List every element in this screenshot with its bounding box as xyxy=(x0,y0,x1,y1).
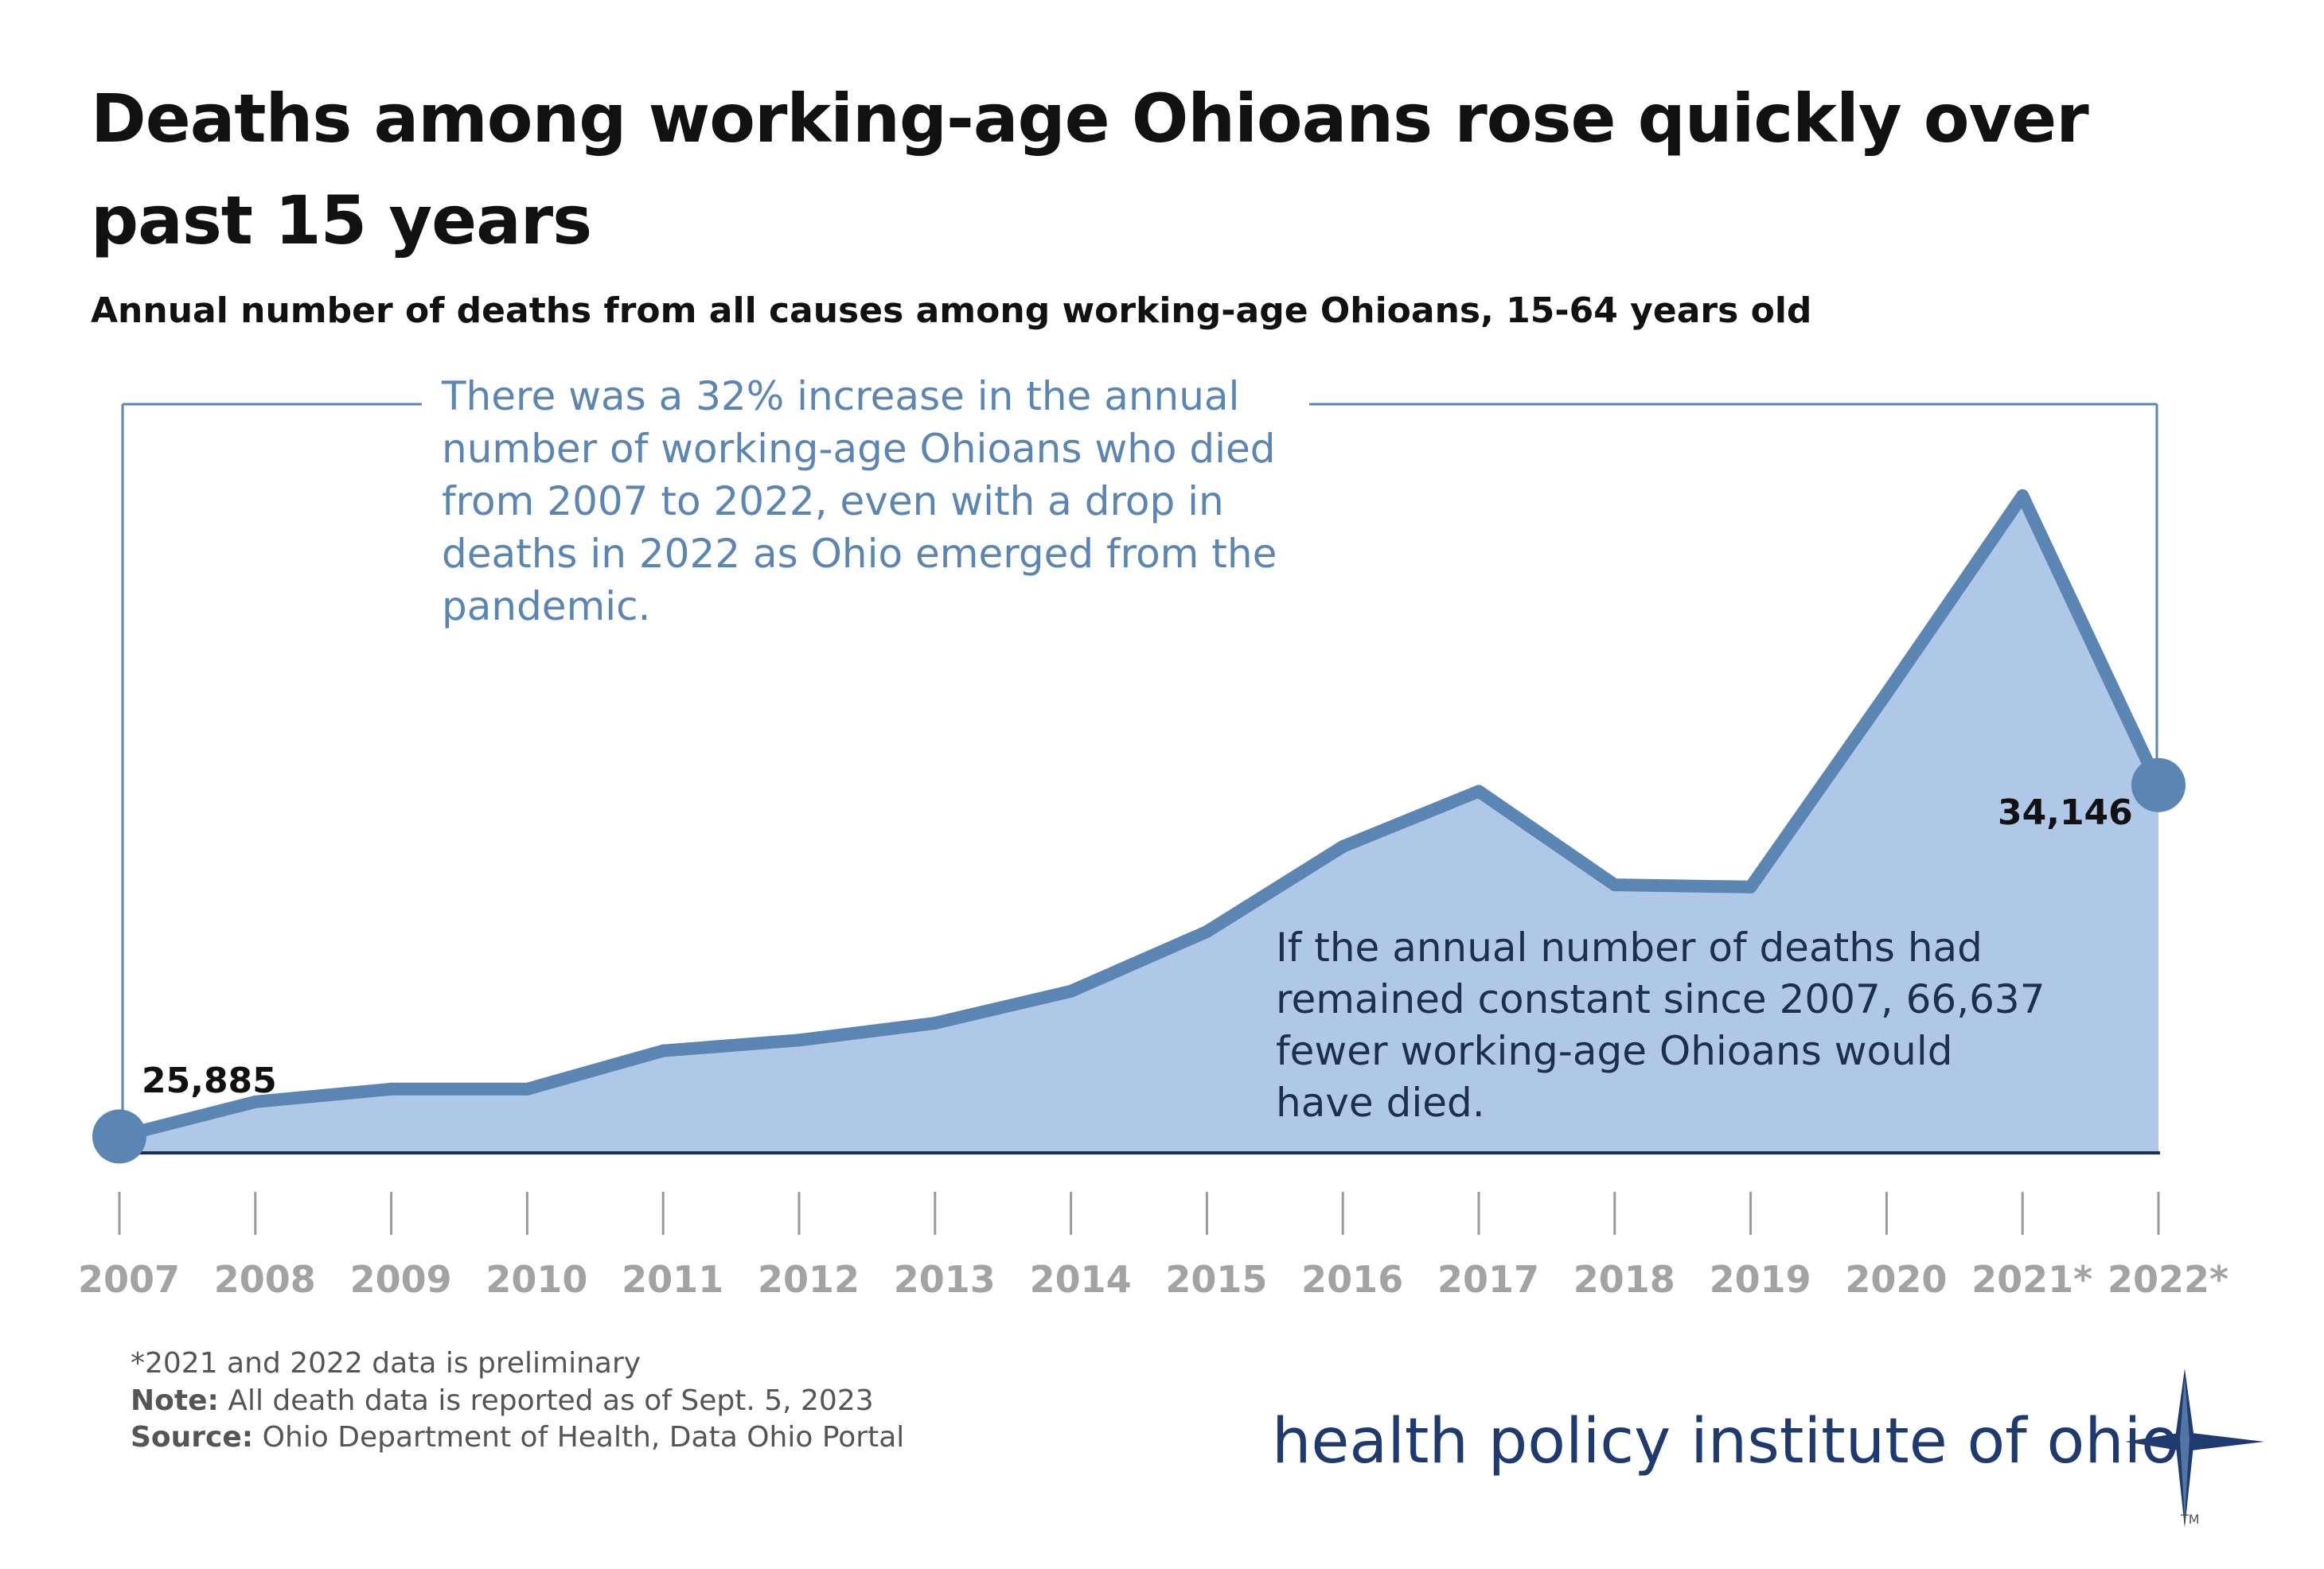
data-point-2013 xyxy=(928,1016,942,1030)
annotation-top-line-3: from 2007 to 2022, even with a drop in xyxy=(442,478,1224,524)
data-point-2010 xyxy=(521,1082,534,1096)
x-tick-label-2007: 2007 xyxy=(78,1258,180,1301)
x-tick-label-2008: 2008 xyxy=(214,1258,316,1301)
x-tick-label-2016: 2016 xyxy=(1301,1258,1403,1301)
plot-area xyxy=(92,489,2186,1164)
chart-title-line-2: past 15 years xyxy=(91,181,591,259)
data-point-2021 xyxy=(2016,489,2030,502)
data-point-2017 xyxy=(1472,784,1485,798)
x-tick-label-2011: 2011 xyxy=(622,1258,723,1301)
x-tick-label-2015: 2015 xyxy=(1165,1258,1267,1301)
x-axis: 2007 2008 2009 2010 2011 2012 2013 2014 2015 2016… xyxy=(78,1192,2228,1301)
data-point-2019 xyxy=(1744,880,1757,894)
note-label: Note: xyxy=(131,1384,219,1417)
callout-bracket xyxy=(121,403,2158,1154)
x-tick-label-2020: 2020 xyxy=(1845,1258,1947,1301)
data-point-2016 xyxy=(1336,840,1350,854)
data-point-2009 xyxy=(384,1082,398,1096)
x-tick-label-2010: 2010 xyxy=(485,1258,587,1301)
annotation-inner-line-3: fewer working-age Ohioans would xyxy=(1276,1028,1952,1074)
data-point-2012 xyxy=(793,1034,805,1047)
data-point-2011 xyxy=(657,1044,670,1057)
x-tick-label-2017: 2017 xyxy=(1437,1258,1539,1301)
data-label-2022: 34,146 xyxy=(1998,792,2133,833)
series-line xyxy=(113,489,2165,1143)
x-tick-label-2021: 2021* xyxy=(1971,1258,2092,1301)
x-tick-label-2014: 2014 xyxy=(1030,1258,1132,1301)
footnote-note: Note: All death data is reported as of S… xyxy=(131,1384,874,1417)
x-tick-label-2018: 2018 xyxy=(1573,1258,1675,1301)
source-label: Source: xyxy=(131,1421,253,1454)
compass-star-icon xyxy=(2125,1368,2264,1528)
footnote-preliminary: *2021 and 2022 data is preliminary xyxy=(131,1347,641,1380)
data-point-2022 xyxy=(2131,757,2186,812)
data-label-2007: 25,885 xyxy=(142,1061,277,1101)
annotation-inner: If the annual number of deaths had remai… xyxy=(1276,925,2045,1126)
x-tick-label-2009: 2009 xyxy=(350,1258,452,1301)
annotation-top-line-1: There was a 32% increase in the annual xyxy=(441,373,1239,419)
note-text: All death data is reported as of Sept. 5… xyxy=(219,1384,874,1417)
data-point-2020 xyxy=(1880,687,1893,700)
data-point-2014 xyxy=(1064,984,1078,998)
annotation-inner-line-1: If the annual number of deaths had xyxy=(1276,925,1983,971)
logo-text: health policy institute of ohio xyxy=(1272,1406,2179,1478)
trademark: TM xyxy=(2180,1512,2200,1527)
annotation-top-line-4: deaths in 2022 as Ohio emerged from the xyxy=(442,531,1277,577)
annotation-top: There was a 32% increase in the annual n… xyxy=(441,373,1277,629)
data-point-2007 xyxy=(92,1109,146,1164)
data-point-2018 xyxy=(1608,878,1621,892)
x-tick-label-2022: 2022* xyxy=(2108,1258,2228,1301)
annotation-top-line-2: number of working-age Ohioans who died xyxy=(442,426,1276,472)
annotation-inner-line-2: remained constant since 2007, 66,637 xyxy=(1276,976,2045,1022)
annotation-inner-line-4: have died. xyxy=(1276,1080,1485,1126)
chart-title-line-1: Deaths among working-age Ohioans rose qu… xyxy=(91,80,2089,158)
data-point-2015 xyxy=(1200,925,1214,938)
logo: health policy institute of ohio TM xyxy=(1272,1368,2264,1528)
source-text: Ohio Department of Health, Data Ohio Por… xyxy=(253,1421,904,1454)
x-tick-label-2013: 2013 xyxy=(894,1258,996,1301)
x-tick-label-2019: 2019 xyxy=(1710,1258,1811,1301)
x-tick-label-2012: 2012 xyxy=(758,1258,860,1301)
area-fill xyxy=(119,495,2158,1153)
chart-subtitle: Annual number of deaths from all causes … xyxy=(91,290,1811,331)
annotation-top-line-5: pandemic. xyxy=(442,583,651,629)
data-point-2008 xyxy=(248,1095,262,1108)
footnote-source: Source: Ohio Department of Health, Data … xyxy=(131,1421,904,1454)
